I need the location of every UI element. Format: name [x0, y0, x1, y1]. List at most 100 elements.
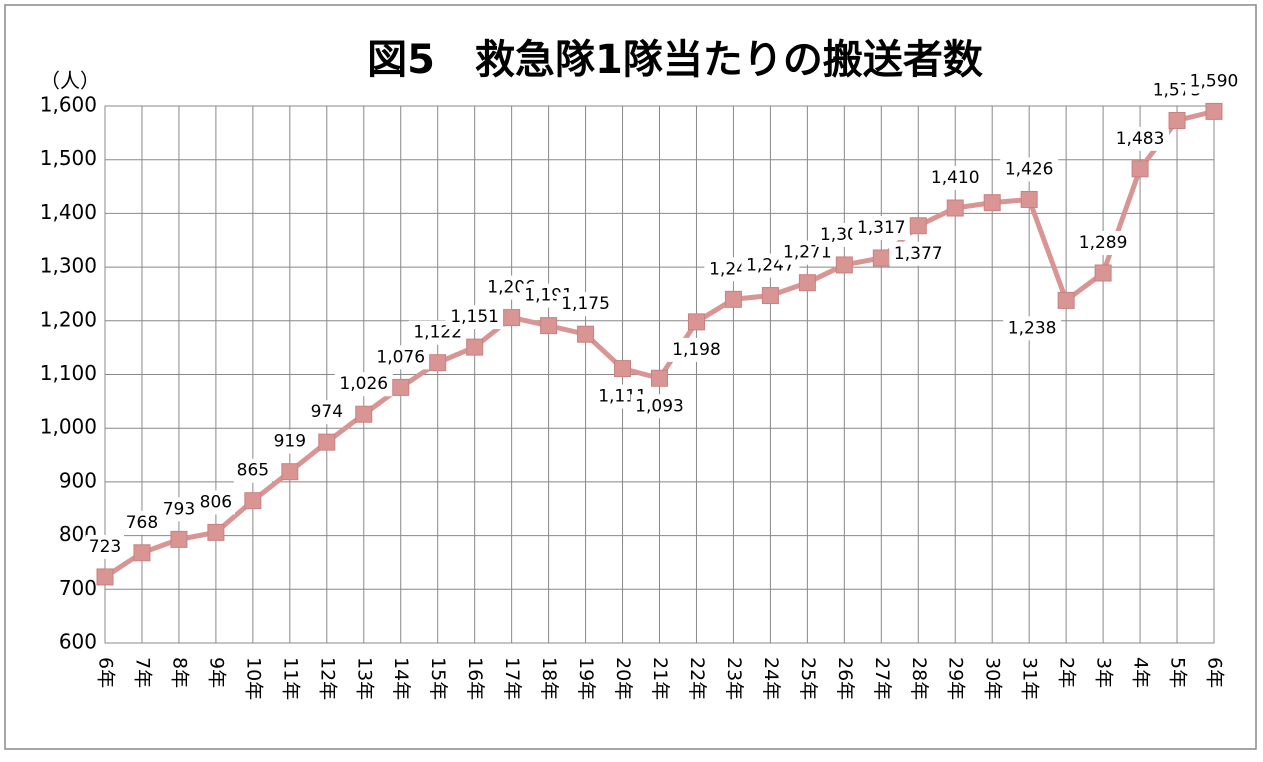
data-label: 1,076 [376, 347, 425, 367]
data-point [687, 313, 705, 331]
x-tick-label: 28年 [908, 657, 930, 700]
data-point [1205, 102, 1223, 120]
label-bg [1003, 316, 1062, 341]
x-tick-label: 8年 [168, 657, 190, 688]
label-bg [667, 337, 726, 362]
data-label: 806 [200, 492, 232, 512]
label-bg [196, 490, 235, 515]
data-label: 1,590 [1190, 71, 1239, 91]
data-point [466, 338, 484, 356]
data-label: 1,198 [672, 340, 721, 360]
data-label: 1,317 [857, 218, 906, 238]
data-point [133, 544, 151, 562]
data-label: 1,175 [561, 294, 610, 314]
data-label: 723 [89, 537, 121, 557]
y-tick-label: 1,200 [40, 307, 97, 331]
x-tick-label: 12年 [316, 657, 338, 700]
label-bg [334, 372, 393, 397]
x-tick-label: 30年 [982, 657, 1004, 700]
data-label: 1,426 [1005, 159, 1054, 179]
y-tick-label: 1,400 [40, 200, 97, 224]
data-point [909, 217, 927, 235]
y-tick-label: 1,300 [40, 254, 97, 278]
data-point [1168, 111, 1186, 129]
data-label: 1,271 [783, 243, 832, 263]
label-bg [1185, 69, 1243, 94]
x-tick-label: 25年 [797, 657, 819, 700]
x-tick-label: 19年 [575, 657, 597, 700]
y-tick-label: 1,000 [40, 415, 97, 439]
label-bg [852, 215, 911, 240]
x-tick-label: 17年 [501, 657, 523, 700]
x-tick-label: 15年 [427, 657, 449, 700]
x-tick-label: 20年 [612, 657, 634, 700]
data-label: 1,377 [894, 244, 943, 264]
data-point [170, 530, 188, 548]
label-bg [307, 400, 346, 425]
data-point [1094, 264, 1112, 282]
x-tick-label: 6年 [1204, 657, 1226, 688]
chart-title: 図5 救急隊1隊当たりの搬送者数 [367, 37, 983, 83]
data-point [835, 256, 853, 274]
x-tick-label: 24年 [760, 657, 782, 700]
x-tick-label: 11年 [279, 657, 301, 700]
x-tick-label: 2年 [1056, 657, 1078, 688]
data-label: 1,093 [635, 396, 684, 416]
data-point [761, 287, 779, 305]
plot-border [104, 105, 1215, 644]
x-tick-label: 6年 [95, 657, 117, 688]
label-bg [371, 345, 430, 370]
data-point [1131, 160, 1149, 178]
x-tick-label: 16年 [464, 657, 486, 700]
label-bg [445, 305, 504, 330]
x-tick-label: 29年 [945, 657, 967, 700]
data-point [798, 274, 816, 292]
data-label: 793 [163, 499, 195, 519]
data-point [540, 317, 558, 335]
data-label: 865 [237, 461, 269, 481]
x-tick-label: 27年 [871, 657, 893, 700]
x-tick-label: 9年 [205, 657, 227, 688]
data-point [96, 568, 114, 586]
label-bg [630, 394, 689, 419]
x-tick-label: 23年 [723, 657, 745, 700]
data-point [724, 290, 742, 308]
label-bg [159, 497, 198, 522]
x-tick-label: 14年 [390, 657, 412, 700]
y-tick-label: 600 [59, 630, 97, 654]
y-tick-label: 1,100 [40, 361, 97, 385]
x-tick-label: 22年 [686, 657, 708, 700]
y-tick-label: 1,500 [40, 146, 97, 170]
data-point [872, 249, 890, 267]
data-label: 1,238 [1008, 318, 1057, 338]
y-tick-label: 1,600 [40, 93, 97, 117]
x-tick-label: 4年 [1130, 657, 1152, 688]
label-bg [122, 510, 161, 535]
y-tick-label: 900 [59, 468, 97, 492]
y-axis-label: （人） [40, 69, 100, 93]
x-tick-label: 3年 [1093, 657, 1115, 688]
data-point [651, 369, 668, 387]
data-label: 1,026 [339, 374, 388, 394]
data-point [244, 492, 262, 510]
data-label: 1,410 [931, 168, 980, 188]
label-bg [926, 166, 985, 191]
data-point [392, 378, 410, 396]
x-tick-label: 26年 [834, 657, 856, 700]
data-label: 974 [311, 402, 343, 422]
label-bg [556, 292, 615, 317]
label-bg [86, 534, 124, 559]
data-point [1057, 291, 1075, 309]
x-tick-label: 13年 [353, 657, 375, 700]
label-bg [889, 241, 948, 266]
label-bg [1111, 126, 1170, 151]
data-label: 1,151 [450, 307, 499, 327]
data-label: 1,289 [1079, 233, 1128, 253]
data-label: 768 [126, 513, 158, 533]
data-point [318, 433, 336, 451]
x-tick-label: 31年 [1019, 657, 1041, 700]
label-bg [1000, 157, 1059, 182]
label-bg [233, 458, 272, 483]
data-point [983, 194, 1001, 212]
